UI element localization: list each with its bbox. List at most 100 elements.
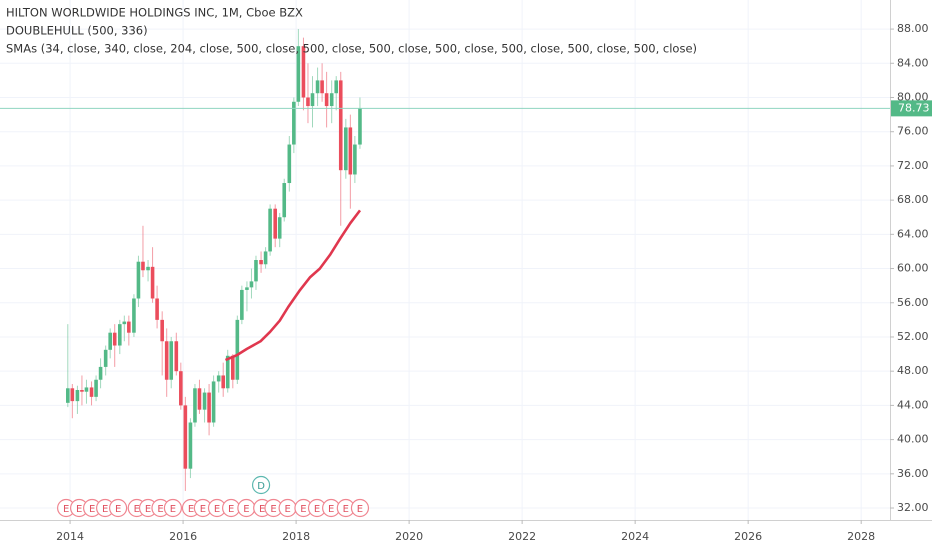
candle-body [75,390,80,402]
candle-body [277,217,282,239]
y-tick-label: 52.00 [897,330,929,343]
last-price-box [891,100,932,117]
candle-body [146,266,150,271]
axes: 32.00 36.00 40.00 44.00 48.00 52.00 56.00 60.00… [56,22,932,543]
candle-body [254,260,258,282]
earnings-label: E [300,504,306,515]
candle-body [334,80,339,94]
candle-body [240,289,244,320]
earnings-label: E [157,504,163,515]
y-tick-label: 68.00 [897,193,929,206]
candle-body [249,281,254,288]
marks [0,29,890,491]
candle-body [353,144,357,175]
earnings-label: E [76,504,82,515]
candle-body [94,379,98,397]
x-tick-label: 2026 [734,530,762,543]
candle-body [66,388,70,403]
candle-body [84,387,89,392]
earnings-label: E [188,504,194,515]
candle-body [225,355,230,389]
earnings-marker [350,498,370,518]
candle-body [70,388,75,402]
y-tick-label: 88.00 [897,22,929,35]
candle-body [292,101,296,145]
y-tick-label: 76.00 [897,125,929,138]
chart-title: HILTON WORLDWIDE HOLDINGS INC, 1M, Cboe … [6,6,303,20]
candle-body [183,405,188,469]
earnings-label: E [357,504,363,515]
candle-body [141,261,145,271]
candle-body [344,127,348,171]
candle-body [338,80,343,171]
x-tick-label: 2014 [56,530,84,543]
y-tick-label: 80.00 [897,91,929,104]
candle-body [268,208,272,252]
x-tick-label: 2022 [508,530,536,543]
candle-body [324,93,329,107]
y-tick-label: 40.00 [897,433,929,446]
candle-body [117,324,122,346]
candle-body [310,93,315,107]
earnings-label: E [214,504,220,515]
earnings-label: E [89,504,95,515]
candle-body [221,375,226,389]
earnings-label: E [328,504,334,515]
candle-body [108,332,112,350]
candle-body [306,97,310,107]
earnings-label: E [259,504,265,515]
candle-body [188,422,193,469]
candle-body [301,46,306,98]
x-tick-label: 2028 [847,530,875,543]
y-tick-label: 60.00 [897,262,929,275]
x-tick-label: 2020 [395,530,423,543]
candle-body [273,208,277,239]
candle-body [315,80,320,94]
candle-body [155,298,159,320]
candle-body [169,341,174,380]
x-tick-label: 2016 [169,530,197,543]
dividend-label: D [257,481,265,492]
candle-body [329,93,334,107]
candle-body [287,144,292,184]
x-tick-label: 2018 [282,530,310,543]
candle-body [160,319,164,342]
candle-body [112,332,117,346]
earnings-label: E [270,504,276,515]
earnings-label: E [228,504,234,515]
x-tick-label: 2024 [621,530,649,543]
candle-body [197,388,202,410]
candle-body [245,287,249,290]
y-tick-label: 44.00 [897,398,929,411]
earnings-marker [163,498,183,518]
earnings-label: E [343,504,349,515]
earnings-marker [109,498,128,518]
candle-body [98,366,103,380]
candle-body [231,355,235,380]
earnings-label: E [145,504,151,515]
candle-body [136,261,141,299]
candle-body [282,183,287,218]
candle-body [179,371,183,406]
candle-body [174,341,179,372]
candle-body [80,390,84,392]
earnings-label: E [243,504,249,515]
candle-body [263,251,268,265]
candle-body [211,381,216,423]
y-tick-label: 56.00 [897,296,929,309]
candle-body [122,321,127,325]
y-tick-label: 48.00 [897,364,929,377]
candle-body [358,108,362,145]
earnings-label: E [284,504,290,515]
candle-body [89,387,94,397]
y-tick-label: 36.00 [897,467,929,480]
candle-body [259,260,263,265]
candle-body [207,392,211,423]
candle-body [235,319,240,380]
candle-body [150,266,155,299]
candle-body [216,375,221,382]
earnings-label: E [170,504,176,515]
y-tick-label: 32.00 [897,501,929,514]
